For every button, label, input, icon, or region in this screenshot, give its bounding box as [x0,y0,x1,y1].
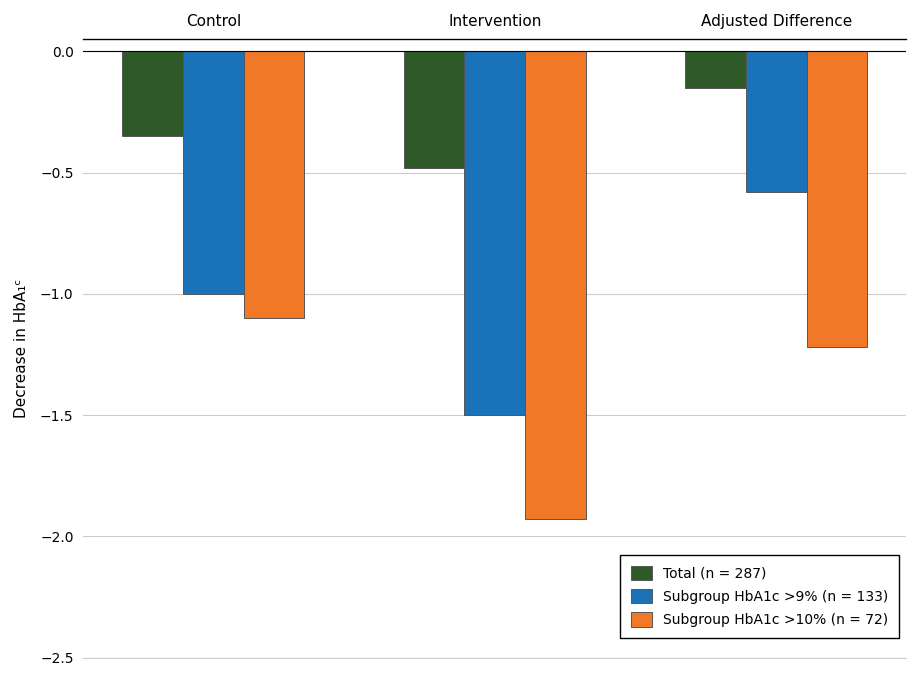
Bar [244,52,304,318]
Bar [806,52,867,347]
Bar [525,52,585,520]
Bar [685,52,745,88]
Bar [122,52,183,136]
Bar [183,52,244,294]
Legend: Total (n = 287), Subgroup HbA1c >9% (n = 133), Subgroup HbA1c >10% (n = 72): Total (n = 287), Subgroup HbA1c >9% (n =… [619,555,898,639]
Bar [403,52,464,168]
Bar [745,52,806,192]
Y-axis label: Decrease in HbA₁ᶜ: Decrease in HbA₁ᶜ [14,279,28,418]
Bar [464,52,525,415]
